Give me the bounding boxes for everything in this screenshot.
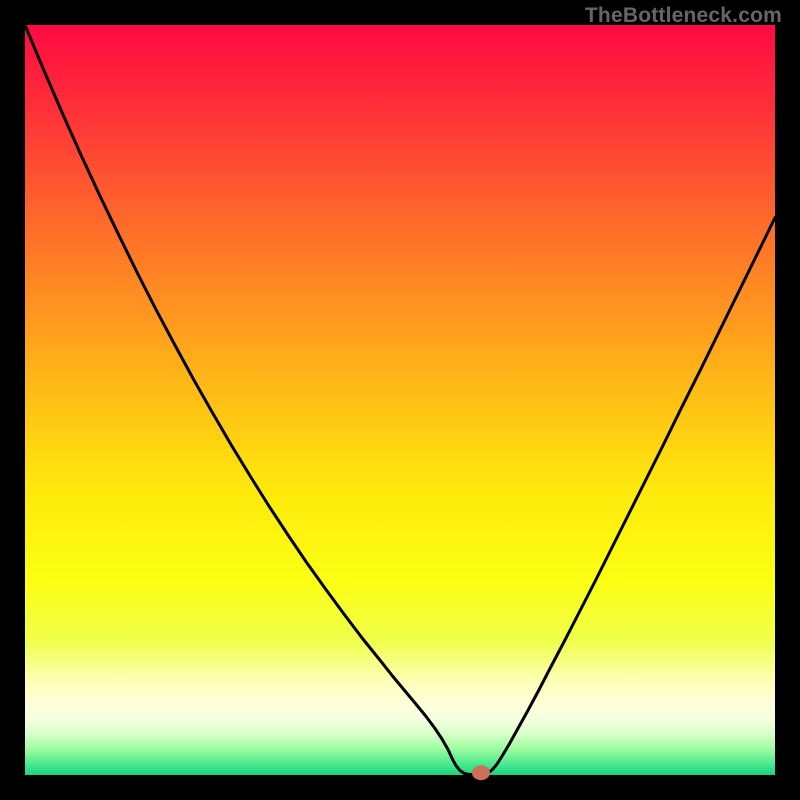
plot-background — [25, 25, 775, 775]
chart-root: TheBottleneck.com — [0, 0, 800, 800]
optimal-point-marker — [472, 765, 490, 780]
watermark-text: TheBottleneck.com — [585, 4, 782, 28]
chart-svg — [0, 0, 800, 800]
